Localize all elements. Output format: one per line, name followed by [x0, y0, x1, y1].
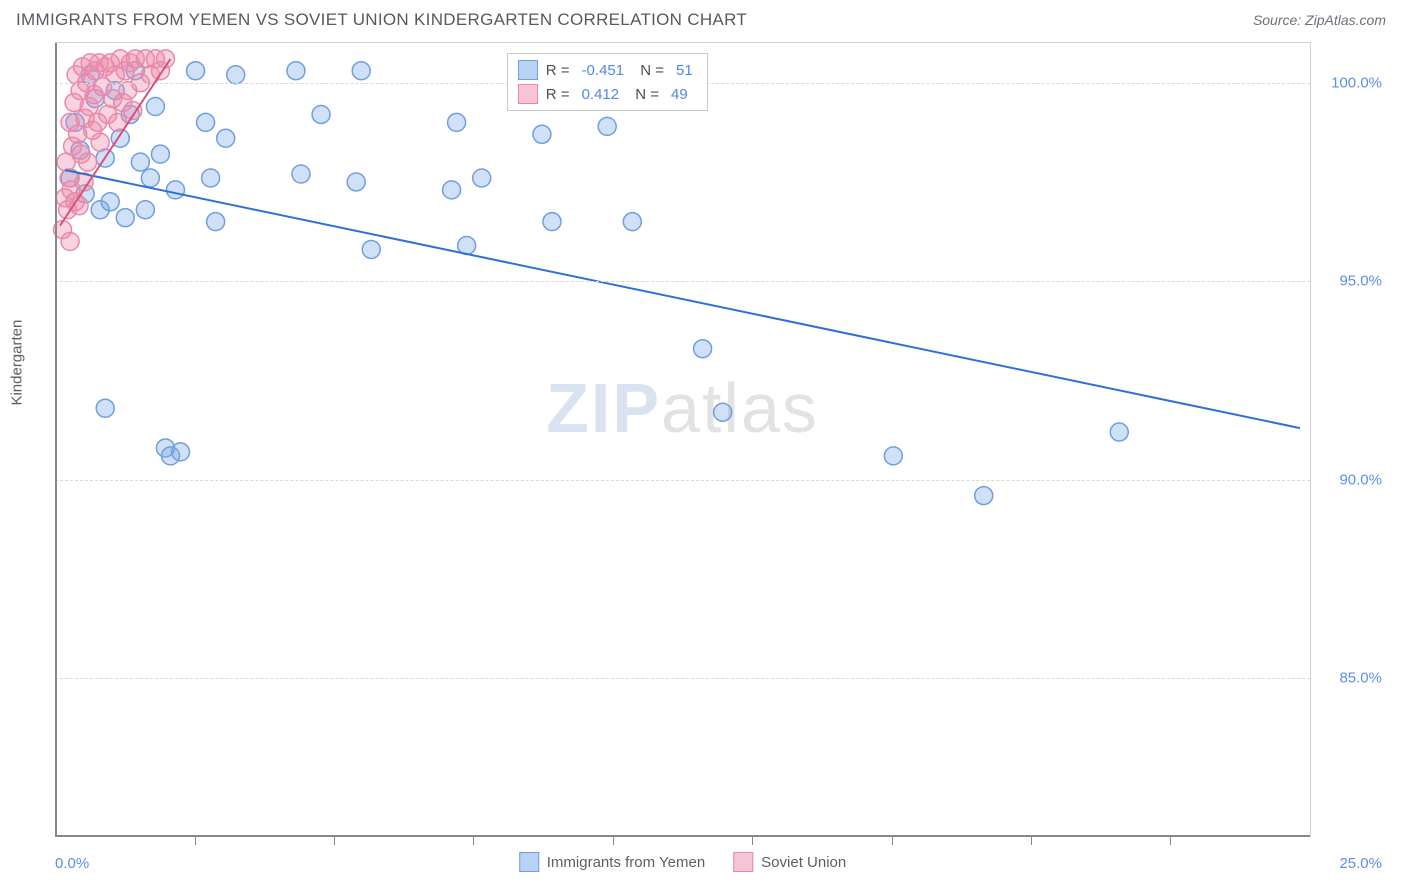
y-tick-label: 90.0%: [1339, 471, 1382, 488]
data-point: [533, 125, 551, 143]
correlation-legend: R =-0.451 N =51R =0.412 N =49: [507, 53, 708, 111]
x-tick: [752, 837, 753, 845]
data-point: [292, 165, 310, 183]
trend-line: [65, 170, 1300, 428]
scatter-plot: [55, 43, 1310, 837]
legend-n-label: N =: [636, 62, 664, 79]
chart-source: Source: ZipAtlas.com: [1253, 12, 1386, 28]
legend-n-label: N =: [631, 86, 659, 103]
x-tick: [892, 837, 893, 845]
data-point: [694, 340, 712, 358]
chart-title: IMMIGRANTS FROM YEMEN VS SOVIET UNION KI…: [16, 10, 747, 30]
legend-n-value: 49: [667, 86, 692, 103]
legend-row: R = 0.412 N = 49: [518, 82, 697, 106]
data-point: [96, 399, 114, 417]
data-point: [714, 403, 732, 421]
data-point: [352, 62, 370, 80]
y-tick-label: 95.0%: [1339, 273, 1382, 290]
data-point: [166, 181, 184, 199]
data-point: [543, 213, 561, 231]
legend-r-label: R =: [546, 62, 570, 79]
data-point: [131, 153, 149, 171]
data-point: [116, 209, 134, 227]
data-point: [598, 117, 616, 135]
x-axis-max-label: 25.0%: [1339, 855, 1382, 872]
y-tick-label: 85.0%: [1339, 670, 1382, 687]
data-point: [202, 169, 220, 187]
data-point: [312, 105, 330, 123]
x-tick: [195, 837, 196, 845]
data-point: [101, 193, 119, 211]
data-point: [187, 62, 205, 80]
y-axis-line: [55, 43, 57, 837]
data-point: [443, 181, 461, 199]
legend-r-label: R =: [546, 86, 570, 103]
x-axis-min-label: 0.0%: [55, 855, 89, 872]
data-point: [217, 129, 235, 147]
y-tick-label: 100.0%: [1331, 74, 1382, 91]
gridline: [55, 678, 1310, 679]
legend-n-value: 51: [672, 62, 697, 79]
data-point: [136, 201, 154, 219]
data-point: [197, 113, 215, 131]
data-point: [61, 233, 79, 251]
data-point: [623, 213, 641, 231]
data-point: [146, 98, 164, 116]
x-tick: [473, 837, 474, 845]
legend-swatch: [733, 852, 753, 872]
data-point: [362, 240, 380, 258]
legend-series-label: Immigrants from Yemen: [547, 854, 705, 871]
series-legend: Immigrants from Yemen Soviet Union: [519, 852, 846, 872]
data-point: [448, 113, 466, 131]
data-point: [79, 153, 97, 171]
x-tick: [613, 837, 614, 845]
data-point: [473, 169, 491, 187]
y-axis-label: Kindergarten: [9, 320, 26, 406]
data-point: [884, 447, 902, 465]
legend-series-item: Immigrants from Yemen: [519, 852, 705, 872]
data-point: [151, 145, 169, 163]
data-point: [227, 66, 245, 84]
gridline: [55, 281, 1310, 282]
legend-row: R = -0.451 N = 51: [518, 58, 697, 82]
data-point: [975, 487, 993, 505]
legend-r-value: -0.451: [578, 62, 629, 79]
legend-r-value: 0.412: [578, 86, 624, 103]
chart-header: IMMIGRANTS FROM YEMEN VS SOVIET UNION KI…: [0, 0, 1406, 38]
x-tick: [1170, 837, 1171, 845]
gridline: [55, 480, 1310, 481]
legend-swatch: [519, 852, 539, 872]
data-point: [347, 173, 365, 191]
data-point: [207, 213, 225, 231]
x-tick: [1031, 837, 1032, 845]
data-point: [141, 169, 159, 187]
legend-series-label: Soviet Union: [761, 854, 846, 871]
data-point: [287, 62, 305, 80]
legend-swatch: [518, 84, 538, 104]
plot-area: [55, 43, 1310, 837]
data-point: [161, 447, 179, 465]
x-tick: [334, 837, 335, 845]
legend-series-item: Soviet Union: [733, 852, 846, 872]
data-point: [91, 133, 109, 151]
x-axis-line: [55, 835, 1310, 837]
data-point: [1110, 423, 1128, 441]
legend-swatch: [518, 60, 538, 80]
chart-container: Kindergarten ZIPatlas 100.0%95.0%90.0%85…: [55, 42, 1311, 837]
